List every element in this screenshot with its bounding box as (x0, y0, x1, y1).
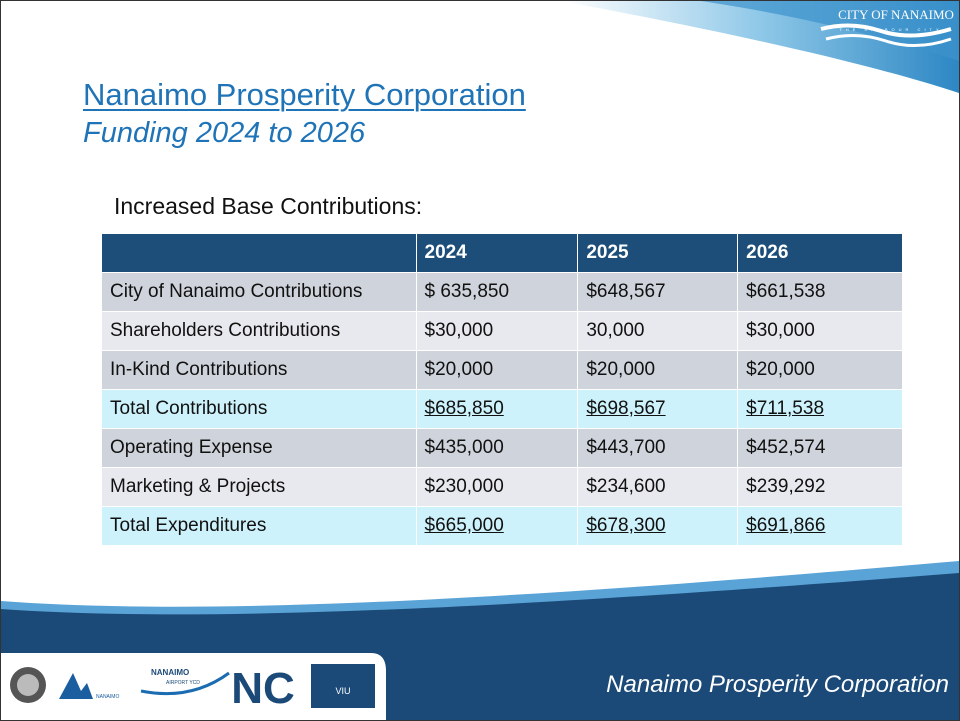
cell: $239,292 (737, 467, 903, 507)
cell: 30,000 (577, 311, 739, 351)
logo-tagline: THE HARBOUR CITY (839, 27, 942, 32)
logo-wave (820, 23, 952, 38)
logo-viu-text: VIU (335, 686, 350, 696)
logo-port-text: NANAIMO (96, 694, 119, 700)
cell: $678,300 (577, 506, 739, 546)
cell: $435,000 (415, 428, 579, 468)
row-label: Marketing & Projects (101, 467, 417, 507)
table-row: Operating Expense $435,000 $443,700 $452,57… (101, 428, 903, 468)
table-row: Total Contributions $685,850 $698,567 $711,… (101, 389, 903, 429)
logo-wave (825, 34, 952, 48)
cell: $20,000 (577, 350, 739, 390)
cell: $698,567 (577, 389, 739, 429)
cell: $230,000 (415, 467, 579, 507)
title: Nanaimo Prosperity Corporation (83, 77, 526, 112)
table-row: In-Kind Contributions $20,000 $20,000 $20,0… (101, 350, 903, 390)
row-label: Shareholders Contributions (101, 311, 417, 351)
row-label: Operating Expense (101, 428, 417, 468)
header-row: 2024 2025 2026 (101, 233, 903, 273)
logo-airport-swoosh (140, 671, 230, 696)
table-row: Shareholders Contributions $30,000 30,000 $… (101, 311, 903, 351)
cell: $665,000 (415, 506, 579, 546)
cell: $711,538 (737, 389, 903, 429)
table-row: Total Expenditures $665,000 $678,300 $691,8… (101, 506, 903, 546)
cell: $443,700 (577, 428, 739, 468)
table-row: City of Nanaimo Contributions $ 635,850 $6… (101, 272, 903, 312)
logo-airport: NANAIMO (151, 668, 189, 677)
subtitle: Funding 2024 to 2026 (83, 117, 366, 149)
row-label: Total Contributions (101, 389, 417, 429)
logo-viu (311, 664, 375, 708)
cell: $20,000 (737, 350, 903, 390)
row-label: Total Expenditures (101, 506, 417, 546)
logo-text: CITY OF NANAIMO (838, 7, 954, 22)
table-row: Marketing & Projects $230,000 $234,600 $239… (101, 467, 903, 507)
header-cell (101, 233, 417, 273)
section-label: Increased Base Contributions: (114, 193, 423, 219)
header-cell: 2026 (737, 233, 903, 273)
cell: $685,850 (415, 389, 579, 429)
cell: $661,538 (737, 272, 903, 312)
header-cell: 2024 (415, 233, 579, 273)
cell: $234,600 (577, 467, 739, 507)
cell: $30,000 (415, 311, 579, 351)
top-swoosh-dark (701, 1, 959, 61)
logo-nic (233, 661, 295, 707)
logo-nic-mark: NC (231, 664, 295, 713)
cell: $30,000 (737, 311, 903, 351)
logo-port (59, 673, 93, 699)
cell: $ 635,850 (415, 272, 579, 312)
cell: $691,866 (737, 506, 903, 546)
cell: $452,574 (737, 428, 903, 468)
logo-seal (17, 674, 39, 696)
cell: $648,567 (577, 272, 739, 312)
header-cell: 2025 (577, 233, 739, 273)
cell: $20,000 (415, 350, 579, 390)
funding-table: 2024 2025 2026 City of Nanaimo Contribution… (101, 233, 903, 546)
row-label: City of Nanaimo Contributions (101, 272, 417, 312)
row-label: In-Kind Contributions (101, 350, 417, 390)
footer: Nanaimo Prosperity Corporation (606, 671, 949, 698)
logo-airport-sub: AIRPORT YCD (166, 680, 200, 686)
